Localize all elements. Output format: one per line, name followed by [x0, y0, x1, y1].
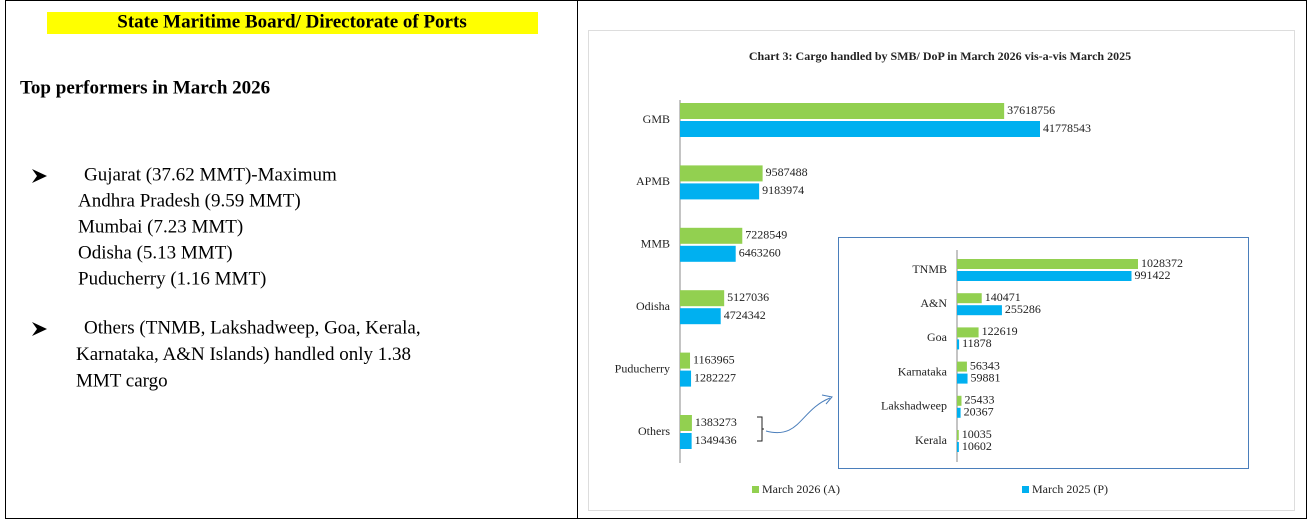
category-label: Puducherry — [615, 361, 670, 375]
value-label: 7228549 — [745, 228, 787, 242]
bar — [680, 165, 763, 182]
bullet-text: Gujarat (37.62 MMT)-Maximum — [84, 164, 337, 185]
legend-swatch — [1022, 486, 1029, 493]
bar — [957, 407, 961, 418]
category-label: A&N — [920, 296, 947, 310]
bar — [957, 259, 1138, 269]
bullet-text: Mumbai (7.23 MMT) — [78, 216, 243, 237]
value-label: 4724342 — [724, 308, 766, 322]
value-label: 122619 — [982, 324, 1018, 338]
bar — [680, 121, 1040, 137]
value-label: 5127036 — [727, 290, 769, 304]
bar — [957, 395, 962, 406]
category-label: Others — [638, 424, 670, 438]
arrow-head — [821, 394, 833, 405]
value-label: 59881 — [971, 370, 1001, 384]
bar — [680, 245, 736, 262]
value-label: 1349436 — [695, 433, 737, 447]
bar — [957, 430, 959, 440]
bar — [680, 370, 692, 387]
bar — [957, 327, 979, 338]
bullet-text: Others (TNMB, Lakshadweep, Goa, Kerala, — [84, 317, 421, 338]
bar — [680, 433, 692, 449]
bracket — [757, 416, 764, 442]
bar — [957, 305, 1002, 316]
bullet-icon — [32, 169, 47, 183]
legend-swatch — [752, 486, 759, 493]
bar — [680, 308, 721, 325]
value-label: 255286 — [1005, 302, 1041, 316]
arrow — [765, 397, 831, 434]
value-label: 1383273 — [695, 415, 737, 429]
category-label: MMB — [641, 237, 670, 251]
subtitle: Top performers in March 2026 — [20, 77, 270, 98]
value-label: 1282227 — [694, 370, 736, 384]
value-label: 25433 — [964, 393, 994, 407]
category-label: Goa — [927, 330, 948, 344]
bar — [680, 352, 691, 369]
legend-label: March 2026 (A) — [762, 482, 840, 496]
category-label: Lakshadweep — [881, 399, 947, 413]
value-label: 11878 — [962, 336, 992, 350]
highlight — [47, 12, 538, 34]
category-label: APMB — [636, 174, 670, 188]
value-label: 20367 — [964, 405, 994, 419]
inset-frame — [838, 237, 1249, 469]
bar — [957, 271, 1132, 281]
value-label: 10035 — [962, 427, 992, 441]
category-label: Karnataka — [898, 364, 948, 378]
bar — [957, 293, 982, 304]
bar — [680, 415, 692, 431]
bullet-text: MMT cargo — [76, 370, 168, 391]
value-label: 6463260 — [739, 246, 781, 260]
bar — [680, 290, 725, 307]
bullet-icon — [32, 322, 47, 336]
value-label: 1028372 — [1141, 256, 1183, 270]
bullet-text: Andhra Pradesh (9.59 MMT) — [78, 190, 301, 211]
bar — [957, 373, 968, 384]
category-label: Odisha — [636, 299, 671, 313]
bullet-text: Odisha (5.13 MMT) — [78, 242, 233, 263]
category-label: Kerala — [915, 433, 948, 447]
bar — [957, 442, 959, 452]
value-label: 10602 — [962, 439, 992, 453]
bar — [680, 227, 743, 244]
table-border — [5, 0, 1307, 519]
value-label: 9587488 — [766, 165, 808, 179]
value-label: 56343 — [970, 358, 1000, 372]
header-title: State Maritime Board/ Directorate of Por… — [117, 11, 466, 32]
value-label: 991422 — [1134, 268, 1170, 282]
bar — [957, 339, 960, 350]
bullet-text: Puducherry (1.16 MMT) — [78, 268, 266, 289]
bar — [957, 361, 967, 372]
value-label: 1163965 — [693, 352, 735, 366]
value-label: 9183974 — [762, 183, 804, 197]
value-label: 41778543 — [1043, 121, 1091, 135]
chart-frame — [588, 30, 1295, 511]
category-label: TNMB — [912, 262, 947, 276]
legend-label: March 2025 (P) — [1032, 482, 1108, 496]
bar — [680, 103, 1005, 119]
category-label: GMB — [643, 112, 670, 126]
value-label: 37618756 — [1007, 103, 1055, 117]
value-label: 140471 — [985, 290, 1021, 304]
chart-title: Chart 3: Cargo handled by SMB/ DoP in Ma… — [749, 49, 1131, 63]
bar — [680, 183, 760, 200]
bullet-text: Karnataka, A&N Islands) handled only 1.3… — [76, 344, 411, 365]
